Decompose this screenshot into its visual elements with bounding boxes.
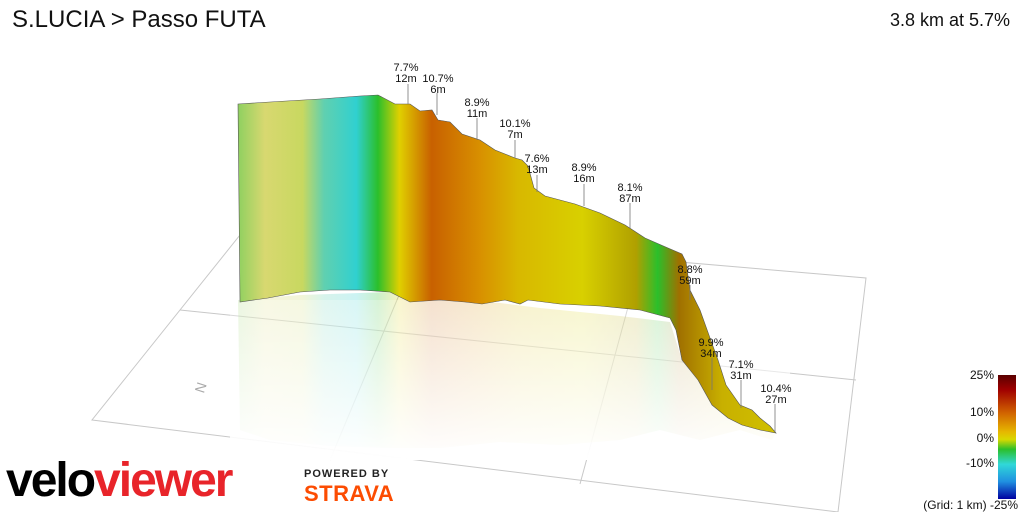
annotation-length: 27m <box>765 394 786 406</box>
north-compass-icon: N <box>191 380 209 395</box>
route-summary: 3.8 km at 5.7% <box>889 10 1010 30</box>
annotation-grade: 8.9% <box>571 162 596 174</box>
annotation-length: 11m <box>467 108 488 120</box>
legend-label-min: -25% <box>989 498 1018 512</box>
annotation-length: 7m <box>507 129 522 141</box>
annotation-length: 13m <box>526 164 547 176</box>
grade-annotations <box>407 84 776 432</box>
annotation-length: 31m <box>730 370 751 382</box>
gradient-legend-bar <box>998 375 1016 499</box>
annotation-length: 16m <box>573 173 594 185</box>
annotation-grade: 10.1% <box>499 118 530 130</box>
annotation-grade: 7.6% <box>524 153 549 165</box>
annotation-length: 12m <box>395 73 416 85</box>
logo-viewer: viewer <box>94 454 233 507</box>
grid-note-text: (Grid: 1 km) <box>923 498 987 512</box>
annotation-length: 34m <box>700 348 721 360</box>
legend-label-neg10: -10% <box>965 456 994 470</box>
powered-by-label: POWERED BY <box>304 468 390 480</box>
annotation-grade: 7.1% <box>728 359 753 371</box>
annotation-labels: 7.7% 12m 10.7% 6m 8.9% 11m 10.1% 7m 7.6%… <box>393 62 791 406</box>
annotation-length: 87m <box>619 193 640 205</box>
annotation-grade: 10.7% <box>422 73 453 85</box>
annotation-grade: 8.8% <box>677 264 702 276</box>
annotation-grade: 10.4% <box>760 383 791 395</box>
veloviewer-logo[interactable]: veloviewer <box>6 453 233 508</box>
elevation-profile-wall <box>237 94 777 434</box>
annotation-grade: 9.9% <box>698 337 723 349</box>
legend-label-max: 25% <box>969 368 994 382</box>
legend-label-0: 0% <box>976 431 994 445</box>
annotation-length: 59m <box>679 275 700 287</box>
grid-note: (Grid: 1 km) -25% <box>923 498 1018 512</box>
legend-label-10: 10% <box>969 405 994 419</box>
strava-logo[interactable]: STRAVA <box>304 481 395 506</box>
annotation-grade: 8.9% <box>464 97 489 109</box>
annotation-length: 6m <box>430 84 445 96</box>
annotation-grade: 7.7% <box>393 62 418 74</box>
route-title: S.LUCIA > Passo FUTA <box>12 6 266 33</box>
logo-velo: velo <box>6 454 96 507</box>
annotation-grade: 8.1% <box>617 182 642 194</box>
